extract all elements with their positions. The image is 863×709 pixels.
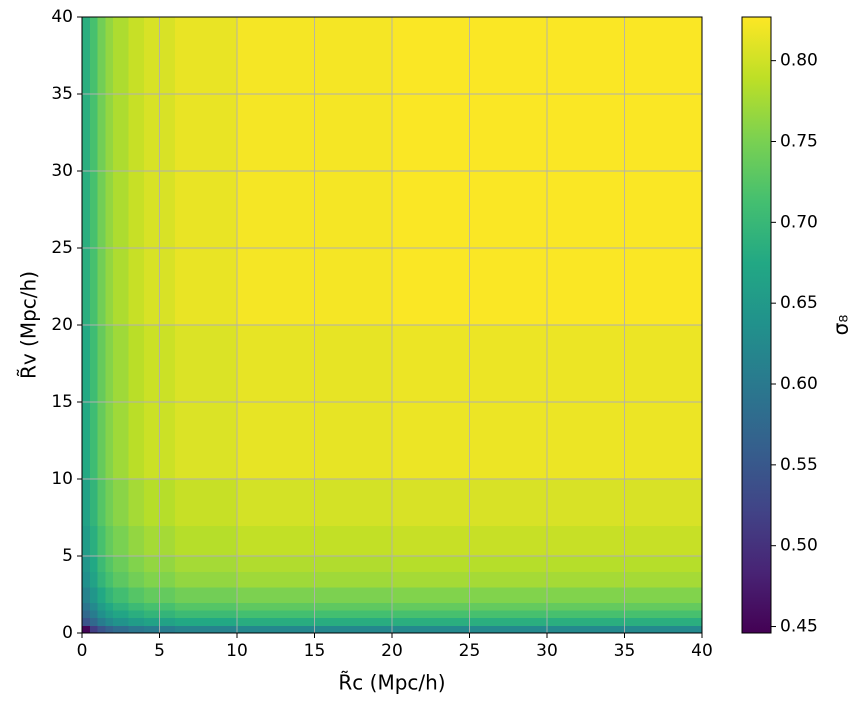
- heatmap-cell: [128, 479, 145, 526]
- heatmap-cell: [105, 609, 114, 619]
- heatmap-cell: [105, 479, 114, 526]
- heatmap-cell: [175, 617, 238, 626]
- heatmap-cell: [105, 586, 114, 603]
- x-tick-label: 0: [77, 641, 88, 661]
- heatmap-cell: [175, 556, 238, 572]
- x-tick-label: 30: [536, 641, 558, 661]
- heatmap-cell: [113, 609, 130, 619]
- y-tick-label: 10: [51, 469, 73, 489]
- heatmap-cell: [113, 617, 130, 626]
- heatmap-cell: [82, 625, 91, 634]
- heatmap-cell: [82, 525, 91, 557]
- y-tick-label: 35: [51, 84, 73, 104]
- heatmap-cell: [89, 625, 99, 634]
- heatmap-cell: [89, 609, 99, 619]
- y-tick-label: 5: [62, 546, 73, 566]
- heatmap-cell: [175, 571, 238, 588]
- colorbar-tick-label: 0.50: [780, 536, 818, 556]
- heatmap-cell: [89, 525, 99, 557]
- heatmap-cell: [128, 617, 145, 626]
- x-tick-label: 15: [304, 641, 326, 661]
- x-tick-label: 20: [381, 641, 403, 661]
- heatmap-cell: [97, 602, 106, 611]
- heatmap-cell: [105, 602, 114, 611]
- heatmap-cell: [175, 625, 238, 634]
- heatmap-cell: [105, 571, 114, 588]
- colorbar: [741, 16, 772, 634]
- heatmap-cell: [105, 525, 114, 557]
- heatmap-cell: [175, 479, 238, 526]
- heatmap-cell: [89, 556, 99, 572]
- x-tick-label: 25: [459, 641, 481, 661]
- heatmap-cell: [128, 556, 145, 572]
- heatmap-cell: [175, 586, 238, 603]
- heatmap-cell: [128, 571, 145, 588]
- heatmap-cell: [128, 602, 145, 611]
- heatmap-cell: [97, 609, 106, 619]
- heatmap-cell: [175, 525, 238, 557]
- heatmap-cell: [113, 525, 130, 557]
- colorbar-label: σ₈: [829, 315, 853, 336]
- heatmap-cell: [113, 571, 130, 588]
- heatmap-cell: [128, 625, 145, 634]
- heatmap-cell: [89, 602, 99, 611]
- colorbar-tick-label: 0.65: [780, 293, 818, 313]
- heatmap-cell: [89, 571, 99, 588]
- heatmap-cell: [82, 602, 91, 611]
- x-tick-label: 5: [154, 641, 165, 661]
- heatmap-cell: [97, 571, 106, 588]
- heatmap-cell: [128, 609, 145, 619]
- heatmap-cell: [82, 556, 91, 572]
- y-tick-label: 30: [51, 161, 73, 181]
- heatmap-cell: [97, 586, 106, 603]
- heatmap-cell: [89, 586, 99, 603]
- heatmap-cell: [113, 625, 130, 634]
- plot-frame: [81, 16, 703, 634]
- heatmap-cell: [82, 609, 91, 619]
- y-tick-label: 0: [62, 623, 73, 643]
- heatmap-cell: [113, 586, 130, 603]
- heatmap-cell: [175, 609, 238, 619]
- y-axis-label: R̃v (Mpc/h): [17, 271, 41, 379]
- colorbar-tick-label: 0.70: [780, 212, 818, 232]
- y-tick-label: 20: [51, 315, 73, 335]
- heatmap-cell: [82, 571, 91, 588]
- heatmap-cell: [82, 586, 91, 603]
- x-axis-label: R̃c (Mpc/h): [338, 671, 445, 695]
- x-tick-label: 10: [226, 641, 248, 661]
- y-tick-label: 40: [51, 7, 73, 27]
- heatmap-cell: [97, 479, 106, 526]
- heatmap-cell: [128, 525, 145, 557]
- x-tick-label: 35: [614, 641, 636, 661]
- colorbar-tick-label: 0.45: [780, 617, 818, 637]
- colorbar-tick-label: 0.60: [780, 374, 818, 394]
- heatmap-cell: [82, 479, 91, 526]
- heatmap-cell: [97, 625, 106, 634]
- y-tick-label: 25: [51, 238, 73, 258]
- heatmap-cell: [105, 625, 114, 634]
- colorbar-tick-label: 0.75: [780, 131, 818, 151]
- heatmap-cell: [89, 617, 99, 626]
- heatmap-cell: [105, 617, 114, 626]
- heatmap-cell: [97, 525, 106, 557]
- heatmap-cell: [105, 556, 114, 572]
- heatmap-cell: [113, 479, 130, 526]
- colorbar-tick-label: 0.55: [780, 455, 818, 475]
- colorbar-tick-label: 0.80: [780, 51, 818, 71]
- heatmap-cell: [82, 617, 91, 626]
- heatmap-cell: [113, 556, 130, 572]
- heatmap-cell: [175, 602, 238, 611]
- y-tick-label: 15: [51, 392, 73, 412]
- heatmap-cell: [97, 556, 106, 572]
- heatmap-cell: [113, 602, 130, 611]
- heatmap-cell: [128, 586, 145, 603]
- x-tick-label: 40: [691, 641, 713, 661]
- heatmap-cell: [89, 479, 99, 526]
- heatmap-cell: [97, 617, 106, 626]
